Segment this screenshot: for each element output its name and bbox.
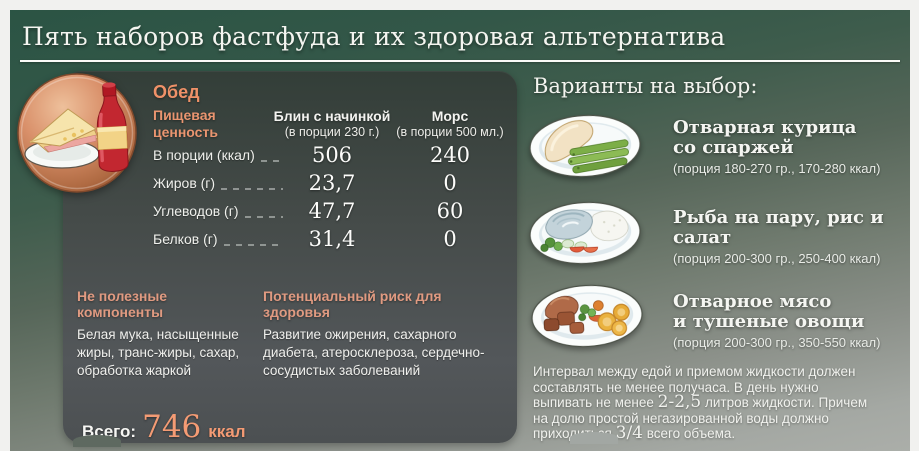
next-section-circle-fragment <box>73 435 121 447</box>
row-label: Углеводов (г) <box>153 203 239 219</box>
row-label: Белков (г) <box>153 231 218 247</box>
next-section-panel-fragment <box>35 440 881 451</box>
alternative-title-line2: со спаржей <box>673 137 794 158</box>
row-value-pancake: 31,4 <box>308 227 356 251</box>
meal-panel <box>63 71 517 443</box>
column-header-mors: Морс (в порции 500 мл.) <box>385 108 515 139</box>
row-value-pancake: 506 <box>311 143 353 167</box>
health-risk-block: Потенциальный риск для здоровья Развитие… <box>263 288 511 380</box>
alternative-title: Рыба на пару, рис и салат <box>673 207 884 248</box>
note-fraction: 3/4 <box>615 423 643 443</box>
bad-components-text: Белая мука, насыщенные жиры, транс-жиры,… <box>77 327 240 378</box>
row-value-pancake: 23,7 <box>308 171 356 195</box>
alternative-item: Отварное мясо и тушеные овощи (порция 20… <box>673 291 881 351</box>
alternative-title-line2: и тушеные овощи <box>673 311 865 332</box>
note-text: Интервал между едой и приемом жидкости д… <box>533 364 856 410</box>
row-label: Жиров (г) <box>153 175 216 191</box>
next-section-circle-fragment <box>570 432 618 444</box>
alternatives-heading: Варианты на выбор: <box>533 74 758 98</box>
column-name: Блин с начинкой <box>273 108 391 124</box>
fish-rice-salad-plate-icon <box>524 192 646 272</box>
note-text: всего объема. <box>642 426 736 441</box>
table-row: Жиров (г) 23,7 0 <box>153 169 495 197</box>
total-value: 746 <box>142 409 202 445</box>
title-divider <box>20 60 900 62</box>
alternative-item: Отварная курица со спаржей (порция 180-2… <box>673 117 881 177</box>
dotted-leader <box>244 216 283 218</box>
row-value-mors: 0 <box>443 171 457 195</box>
alternative-item: Рыба на пару, рис и салат (порция 200-30… <box>673 207 910 267</box>
row-value-mors: 0 <box>443 227 457 251</box>
dotted-leader <box>223 244 283 246</box>
row-value-mors: 240 <box>429 143 471 167</box>
meal-title: Обед <box>153 82 200 102</box>
dotted-leader <box>260 160 283 162</box>
note-text: литров жидкости. Причем на долю простой … <box>533 395 868 441</box>
column-name: Морс <box>431 108 469 124</box>
health-risk-heading: Потенциальный риск для здоровья <box>263 288 442 320</box>
alternative-title: Отварная курица <box>673 117 857 138</box>
note-amount: 2-2,5 <box>657 392 702 412</box>
total-unit: ккал <box>208 422 246 441</box>
bad-components-heading: Не полезные компоненты <box>77 288 168 320</box>
alternative-title: Отварное мясо <box>673 291 832 312</box>
row-value-mors: 60 <box>436 199 464 223</box>
pancake-and-bottle-plate-icon <box>16 72 138 194</box>
page-title: Пять наборов фастфуда и их здоровая альт… <box>22 22 726 51</box>
nutrition-table: В порции (ккал) 506 240 Жиров (г) 23,7 0… <box>153 141 495 253</box>
table-row: Углеводов (г) 47,7 60 <box>153 197 495 225</box>
alternative-portion: (порция 200-300 гр., 350-550 ккал) <box>673 335 881 350</box>
chicken-asparagus-plate-icon <box>524 105 646 185</box>
meat-vegetables-plate-icon <box>526 275 648 355</box>
liquid-intake-note: Интервал между едой и приемом жидкости д… <box>533 364 878 442</box>
row-label: В порции (ккал) <box>153 147 255 163</box>
table-row: В порции (ккал) 506 240 <box>153 141 495 169</box>
content-canvas: Пять наборов фастфуда и их здоровая альт… <box>10 10 910 451</box>
row-value-pancake: 47,7 <box>308 199 356 223</box>
alternative-portion: (порция 200-300 гр., 250-400 ккал) <box>673 251 881 266</box>
nutrition-value-label: Пищевая ценность <box>153 107 218 140</box>
alternative-portion: (порция 180-270 гр., 170-280 ккал) <box>673 161 881 176</box>
table-row: Белков (г) 31,4 0 <box>153 225 495 253</box>
bad-components-block: Не полезные компоненты Белая мука, насыщ… <box>77 288 255 380</box>
health-risk-text: Развитие ожирения, сахарного диабета, ат… <box>263 327 485 378</box>
dotted-leader <box>221 188 283 190</box>
column-header-pancake: Блин с начинкой (в порции 230 г.) <box>262 108 402 139</box>
column-portion: (в порции 500 мл.) <box>396 125 504 139</box>
column-portion: (в порции 230 г.) <box>284 125 380 139</box>
